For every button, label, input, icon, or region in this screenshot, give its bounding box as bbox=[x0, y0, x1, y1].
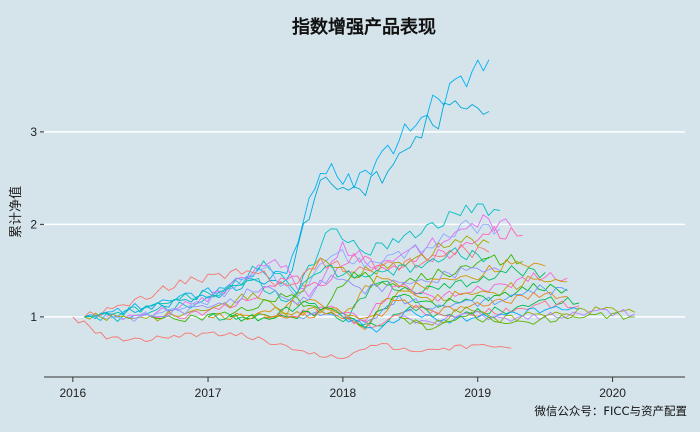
series-line-9 bbox=[84, 247, 490, 318]
x-tick-label-2019: 2019 bbox=[464, 386, 491, 400]
watermark-caption: 微信公众号：FICC与资产配置 bbox=[534, 404, 687, 418]
x-ticks: 2016 2017 2018 2019 2020 bbox=[59, 377, 626, 400]
y-tick-label-2: 2 bbox=[30, 217, 37, 231]
grid bbox=[44, 131, 685, 318]
x-tick-label-2016: 2016 bbox=[59, 386, 86, 400]
series-line-8 bbox=[83, 243, 490, 318]
series-line-15 bbox=[229, 275, 568, 321]
series-line-25 bbox=[72, 316, 512, 360]
series-line-4 bbox=[106, 214, 512, 321]
series-line-13 bbox=[128, 267, 501, 319]
series-line-18 bbox=[263, 291, 568, 331]
x-tick-label-2017: 2017 bbox=[195, 386, 222, 400]
y-tick-label-3: 3 bbox=[30, 125, 37, 139]
series-line-14 bbox=[263, 272, 568, 323]
y-ticks: 1 2 3 bbox=[30, 125, 44, 324]
series-line-21 bbox=[342, 305, 580, 333]
y-axis-label: 累计净值 bbox=[8, 186, 24, 238]
chart-title: 指数增强产品表现 bbox=[292, 16, 436, 38]
y-tick-label-1: 1 bbox=[30, 310, 37, 324]
x-tick-label-2018: 2018 bbox=[330, 386, 357, 400]
x-tick-label-2020: 2020 bbox=[599, 386, 626, 400]
series-line-7 bbox=[84, 235, 490, 322]
series-line-11 bbox=[207, 259, 546, 320]
series-line-23 bbox=[398, 308, 635, 326]
series-lines bbox=[72, 59, 636, 360]
series-line-17 bbox=[297, 284, 568, 324]
series-line-1 bbox=[84, 59, 490, 318]
series-line-5 bbox=[94, 219, 501, 322]
series-line-24 bbox=[398, 311, 635, 331]
